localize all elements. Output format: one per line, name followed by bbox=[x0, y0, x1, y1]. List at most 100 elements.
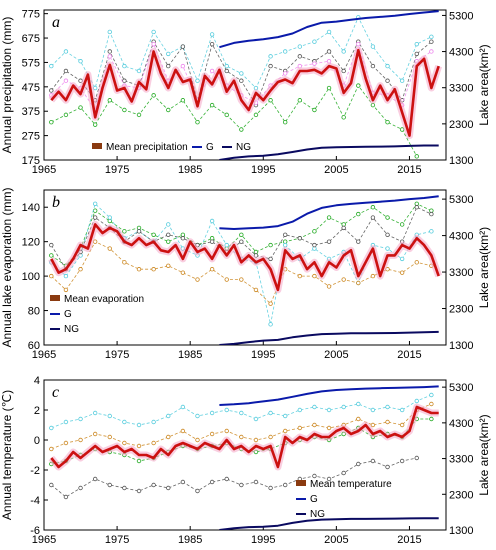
series-point bbox=[370, 44, 376, 49]
series-line-area bbox=[219, 10, 439, 49]
series-point bbox=[209, 218, 215, 224]
y2-tick-label: 3300 bbox=[449, 454, 473, 466]
y-tick-label: -6 bbox=[30, 525, 40, 537]
series-point bbox=[283, 71, 288, 76]
legend-label: Mean temperature bbox=[310, 479, 392, 490]
y-axis-label: Annual lake evaporation (mm) bbox=[0, 187, 14, 347]
series-point bbox=[180, 98, 186, 103]
series-point bbox=[283, 49, 288, 54]
series-point bbox=[136, 267, 142, 272]
series-point bbox=[312, 404, 317, 410]
series-point bbox=[78, 59, 83, 64]
series-point bbox=[429, 39, 434, 44]
y-tick-label: 175 bbox=[22, 155, 40, 167]
y2-tick-label: 4300 bbox=[449, 418, 473, 430]
series-point bbox=[356, 461, 361, 467]
y-tick-label: 100 bbox=[22, 271, 40, 283]
series-point bbox=[166, 434, 171, 440]
panel-b: 1965 1975 1985 1995 2005 2015 60 80 100 120 140 130… bbox=[0, 187, 491, 361]
series-point bbox=[180, 236, 186, 241]
series-point bbox=[268, 256, 273, 262]
x-tick-label: 1965 bbox=[32, 164, 56, 176]
series-point bbox=[326, 49, 332, 54]
series-point bbox=[49, 119, 54, 125]
y-tick-label: 0 bbox=[34, 435, 40, 447]
series-point bbox=[92, 122, 98, 127]
x-tick-label: 1995 bbox=[251, 534, 275, 546]
series-line-main bbox=[50, 405, 439, 469]
series-point bbox=[107, 246, 112, 251]
series-point bbox=[122, 229, 127, 234]
y2-tick-label: 3300 bbox=[449, 83, 473, 95]
series-point bbox=[136, 112, 142, 118]
panel-letter: b bbox=[52, 194, 60, 211]
series-point bbox=[341, 68, 346, 74]
series-point bbox=[429, 401, 434, 407]
series-point bbox=[253, 253, 259, 258]
y2-tick-label: 2300 bbox=[449, 119, 473, 131]
series-point bbox=[122, 419, 127, 425]
series-point bbox=[136, 422, 142, 428]
series-point bbox=[180, 63, 186, 69]
x-tick-label: 2015 bbox=[397, 349, 421, 361]
y2-axis-label: Lake area(km²) bbox=[477, 227, 491, 308]
series-point bbox=[166, 485, 171, 491]
series-line-main bbox=[50, 223, 440, 292]
series-point bbox=[239, 78, 244, 83]
series-point bbox=[283, 119, 288, 125]
series-point bbox=[224, 476, 229, 482]
series-point bbox=[283, 482, 288, 488]
series-point bbox=[78, 485, 83, 491]
series-point bbox=[297, 63, 303, 69]
series-point bbox=[224, 277, 229, 282]
y-tick-label: 4 bbox=[34, 375, 40, 387]
series-group bbox=[48, 10, 443, 160]
series-point bbox=[414, 205, 419, 210]
series-point bbox=[385, 404, 390, 410]
x-tick-label: 1975 bbox=[105, 349, 129, 361]
series-point bbox=[136, 443, 142, 449]
series-point bbox=[239, 127, 244, 132]
series-point bbox=[268, 98, 273, 103]
x-tick-label: 2015 bbox=[397, 164, 421, 176]
y2-tick-label: 5300 bbox=[449, 194, 473, 206]
series-point bbox=[399, 270, 405, 275]
series-point bbox=[107, 413, 112, 419]
series-point bbox=[414, 260, 419, 265]
y-tick-label: 60 bbox=[28, 340, 40, 352]
y-tick-label: 80 bbox=[28, 306, 40, 318]
series-point bbox=[136, 488, 142, 494]
legend: Mean temperature G NG bbox=[296, 479, 392, 520]
series-point bbox=[370, 102, 376, 108]
legend-label: G bbox=[64, 309, 72, 320]
series-point bbox=[356, 211, 361, 217]
x-tick-label: 1985 bbox=[178, 164, 202, 176]
series-point bbox=[268, 485, 273, 491]
series-point bbox=[312, 61, 317, 66]
series-point bbox=[122, 260, 127, 265]
y-tick-label: 775 bbox=[22, 9, 40, 21]
series-point bbox=[283, 428, 288, 434]
series-point bbox=[180, 270, 186, 275]
y2-tick-label: 5300 bbox=[449, 382, 473, 394]
series-point bbox=[312, 422, 317, 428]
series-point bbox=[63, 494, 69, 500]
panel-a: 1965 1975 1985 1995 2005 2015 175 275 375 475 575 6… bbox=[0, 9, 491, 176]
series-point bbox=[63, 419, 69, 425]
series-point bbox=[166, 107, 171, 113]
series-point bbox=[370, 63, 376, 69]
series-point bbox=[49, 88, 54, 93]
y-axis-label: Annual precipitation (mm) bbox=[0, 17, 14, 154]
panel-letter: c bbox=[52, 384, 59, 401]
series-point bbox=[180, 428, 186, 434]
y-tick-label: 375 bbox=[22, 106, 40, 118]
series-point bbox=[92, 476, 98, 482]
series-point bbox=[429, 229, 434, 234]
x-tick-label: 1985 bbox=[178, 534, 202, 546]
series-point bbox=[239, 71, 244, 76]
series-point bbox=[385, 246, 390, 251]
legend-label: NG bbox=[310, 509, 325, 520]
series-point bbox=[209, 239, 215, 244]
series-point bbox=[195, 277, 200, 282]
